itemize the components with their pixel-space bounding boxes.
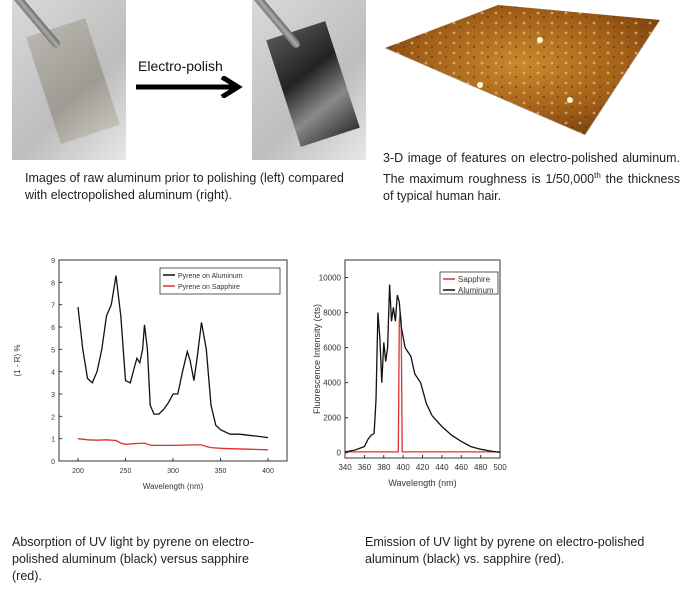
y-tick-label: 9 — [51, 258, 55, 265]
y-tick-label: 1 — [51, 437, 55, 444]
afm-caption-sup: th — [594, 171, 601, 180]
x-tick-label: 360 — [358, 463, 372, 472]
y-tick-label: 7 — [51, 303, 55, 310]
y-tick-label: 0 — [337, 449, 342, 458]
x-tick-label: 420 — [416, 463, 430, 472]
legend-box — [159, 267, 281, 295]
y-tick-label: 2000 — [323, 414, 341, 423]
y-tick-label: 8000 — [323, 309, 341, 318]
legend-label: Pyrene on Aluminum — [178, 273, 243, 280]
x-axis-label: Wavelength (nm) — [388, 478, 456, 488]
x-tick-label: 250 — [120, 468, 132, 475]
afm-3d-surface-image — [380, 0, 680, 150]
legend-label: Aluminum — [458, 286, 494, 295]
series-line-sapphire — [345, 312, 500, 453]
y-tick-label: 10000 — [319, 274, 342, 283]
y-tick-label: 8 — [51, 280, 55, 287]
y-tick-label: 6 — [51, 325, 55, 332]
x-tick-label: 350 — [215, 468, 227, 475]
x-tick-label: 380 — [377, 463, 391, 472]
arrow-label: Electro-polish — [138, 58, 223, 74]
y-tick-label: 3 — [51, 392, 55, 399]
y-axis-label: Fluorescence Intensity (cts) — [312, 304, 322, 414]
legend-label: Sapphire — [458, 275, 491, 284]
series-line-pyrene-on-aluminum — [77, 275, 269, 439]
series-line-pyrene-on-sapphire — [77, 438, 269, 451]
x-tick-label: 300 — [167, 468, 179, 475]
afm-caption: 3-D image of features on electro-polishe… — [383, 150, 680, 205]
photos-caption: Images of raw aluminum prior to polishin… — [25, 171, 344, 202]
emission-chart: 340 360 380 400 420 440 460 480 500 0 2000 4000 6000… — [312, 259, 507, 488]
x-tick-label: 400 — [396, 463, 410, 472]
x-tick-label: 460 — [455, 463, 469, 472]
legend-box — [439, 271, 499, 295]
x-tick-label: 480 — [474, 463, 488, 472]
x-tick-label: 340 — [338, 463, 352, 472]
afm-caption-post: the thickness of typical human hair. — [383, 172, 680, 204]
x-axis-label: Wavelength (nm) — [143, 482, 204, 491]
raw-aluminum-photo — [12, 0, 126, 160]
afm-caption-pre: 3-D image of features on electro-polishe… — [383, 151, 680, 187]
absorption-chart: 200 250 300 350 400 0 1 2 3 4 5 6 7 8 9 Wavelength (nm)… — [13, 258, 288, 491]
y-tick-label: 5 — [51, 347, 55, 354]
y-axis-label: (1 - R) % — [13, 345, 22, 377]
x-tick-label: 400 — [262, 468, 274, 475]
electropolished-aluminum-photo — [252, 0, 366, 160]
arrow-icon — [134, 74, 244, 103]
y-tick-label: 4 — [51, 370, 55, 377]
y-tick-label: 2 — [51, 414, 55, 421]
absorption-caption: Absorption of UV light by pyrene on elec… — [12, 535, 254, 583]
y-tick-label: 6000 — [323, 344, 341, 353]
x-tick-label: 440 — [435, 463, 449, 472]
x-tick-label: 200 — [72, 468, 84, 475]
series-line-aluminum — [344, 284, 501, 454]
legend-label: Pyrene on Sapphire — [178, 284, 240, 291]
emission-caption: Emission of UV light by pyrene on electr… — [365, 535, 645, 566]
y-tick-label: 0 — [51, 459, 55, 466]
x-tick-label: 500 — [493, 463, 507, 472]
y-tick-label: 4000 — [323, 379, 341, 388]
